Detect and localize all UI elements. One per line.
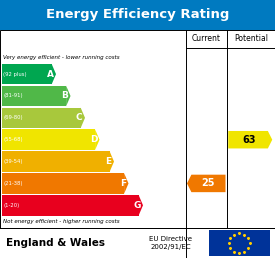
Text: (39-54): (39-54): [3, 159, 23, 164]
Text: Potential: Potential: [234, 35, 268, 43]
Polygon shape: [124, 173, 128, 194]
Polygon shape: [81, 108, 85, 128]
Bar: [0, 0, 275, 30]
Bar: [2, 195, 139, 215]
Text: A: A: [47, 70, 54, 79]
Text: Energy Efficiency Rating: Energy Efficiency Rating: [46, 8, 229, 21]
Text: F: F: [120, 179, 126, 188]
Bar: [2, 86, 66, 106]
Polygon shape: [95, 130, 100, 150]
Bar: [2, 151, 110, 172]
Polygon shape: [66, 86, 70, 106]
Polygon shape: [52, 64, 56, 84]
Text: EU Directive: EU Directive: [149, 236, 192, 241]
Bar: [2, 173, 124, 194]
Text: Current: Current: [192, 35, 221, 43]
Text: (55-68): (55-68): [3, 137, 23, 142]
Text: England & Wales: England & Wales: [6, 238, 104, 248]
Text: B: B: [61, 92, 68, 101]
Text: (1-20): (1-20): [3, 203, 20, 208]
Text: Not energy efficient - higher running costs: Not energy efficient - higher running co…: [3, 219, 120, 224]
Polygon shape: [187, 175, 225, 192]
Bar: [209, 230, 270, 256]
Text: (69-80): (69-80): [3, 115, 23, 120]
Polygon shape: [139, 195, 143, 215]
Text: 25: 25: [202, 179, 215, 188]
Text: G: G: [134, 201, 141, 210]
Text: (92 plus): (92 plus): [3, 72, 27, 77]
Text: (21-38): (21-38): [3, 181, 23, 186]
Text: 63: 63: [242, 135, 256, 145]
Text: C: C: [76, 113, 82, 122]
Text: 2002/91/EC: 2002/91/EC: [150, 244, 191, 250]
Bar: [2, 108, 81, 128]
Text: (81-91): (81-91): [3, 93, 23, 99]
Text: Very energy efficient - lower running costs: Very energy efficient - lower running co…: [3, 55, 120, 60]
Polygon shape: [110, 151, 114, 172]
Bar: [2, 130, 95, 150]
Bar: [0, 30, 275, 228]
Bar: [0, 228, 275, 258]
Polygon shape: [228, 131, 272, 148]
Bar: [2, 64, 52, 84]
Text: E: E: [105, 157, 111, 166]
Text: D: D: [90, 135, 97, 144]
